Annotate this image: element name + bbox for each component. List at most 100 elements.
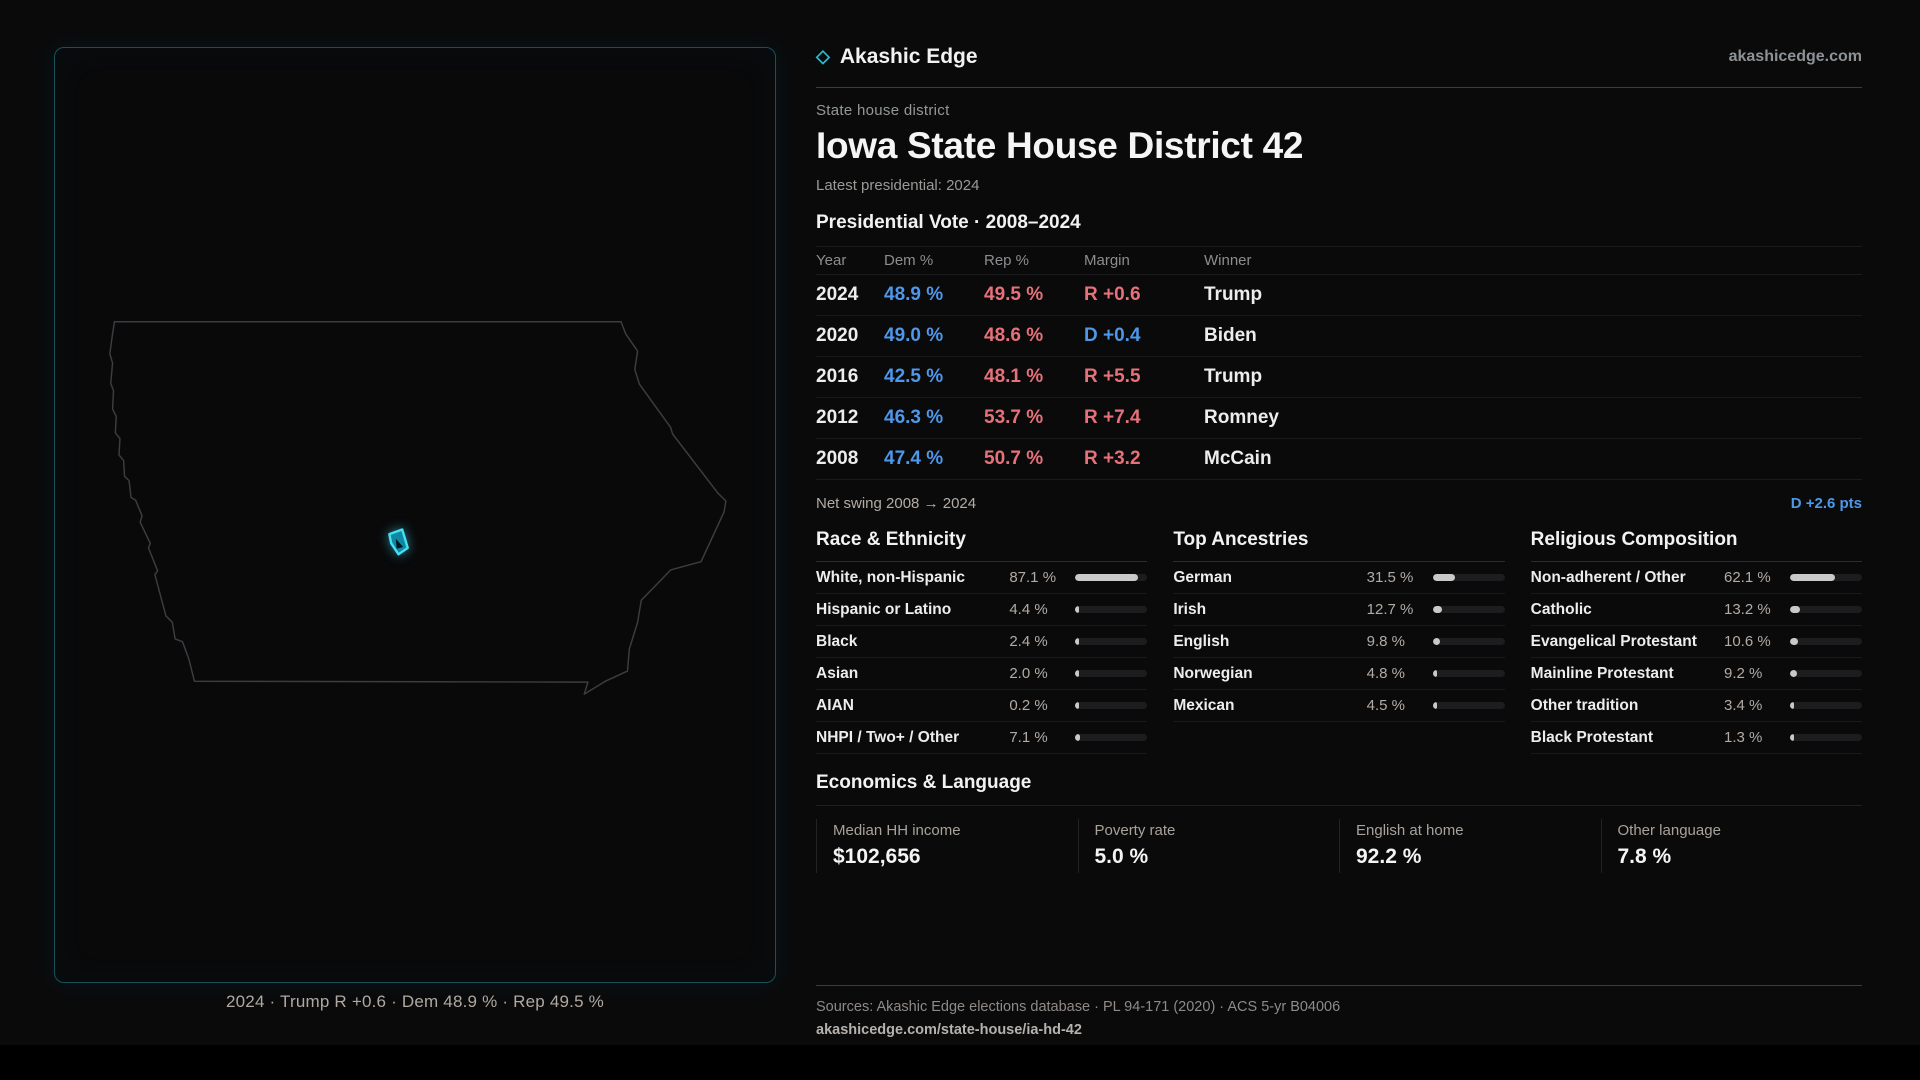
demographic-value: 2.0 % [1009,665,1048,682]
demographic-bar [1075,574,1148,581]
demographic-label: AIAN [816,696,854,714]
demographic-row: Norwegian 4.8 % [1173,658,1505,690]
demographic-bar-fill [1790,702,1794,709]
report-content: ◇ Akashic Edge akashicedge.com State hou… [816,40,1862,1038]
footer-divider [816,985,1862,986]
demographic-row: Mexican 4.5 % [1173,690,1505,722]
demographic-bar-fill [1432,638,1440,645]
stat-value: 7.8 % [1617,845,1672,868]
table-divider [816,246,1862,247]
demographic-label: Evangelical Protestant [1530,632,1697,650]
demographic-bar-fill [1075,670,1080,677]
demographic-bar [1432,638,1505,645]
demographic-bar [1790,734,1862,741]
site-domain: akashicedge.com [1728,48,1862,65]
demographic-row: Other tradition 3.4 % [1530,690,1862,722]
demographic-bar [1790,574,1862,581]
vote-winner: Biden [1204,325,1257,346]
stat-label: Median HH income [833,822,961,839]
vote-year: 2020 [816,325,859,346]
demographic-bar [1432,606,1505,613]
demographic-row: Irish 12.7 % [1173,594,1505,626]
demographic-bar-fill [1432,574,1456,581]
demographic-bar-fill [1432,670,1437,677]
vote-rep-pct: 48.6 % [984,325,1044,346]
vote-rep-pct: 48.1 % [984,366,1044,387]
page-eyebrow: State house district [816,102,950,119]
demographic-row: Black Protestant 1.3 % [1530,722,1862,754]
demographic-bar-fill [1432,702,1437,709]
demographic-value: 4.8 % [1366,665,1406,682]
col-rep: Rep % [984,252,1030,269]
demographic-row: Asian 2.0 % [816,658,1148,690]
demographic-value: 12.7 % [1366,601,1414,618]
header-bar: ◇ Akashic Edge akashicedge.com [816,44,1862,70]
vote-table-body: 2024 48.9 % 49.5 % R +0.6 Trump 2020 49.… [816,274,1862,479]
stat-card: English at home 92.2 % [1339,819,1601,873]
stat-label: Other language [1617,822,1721,839]
brand: ◇ Akashic Edge [816,45,978,69]
demographic-label: Mainline Protestant [1530,664,1674,682]
demographic-panel-title: Religious Composition [1530,529,1738,550]
report-page: 2024 · Trump R +0.6 · Dem 48.9 % · Rep 4… [0,0,1920,1045]
vote-winner: Trump [1204,284,1263,305]
vote-dem-pct: 47.4 % [884,448,944,469]
demographic-label: White, non-Hispanic [816,568,965,586]
demographic-bar-fill [1790,734,1794,741]
iowa-state-outline [109,320,727,695]
brand-name: Akashic Edge [839,45,978,68]
panel-title-underline [1173,561,1505,562]
demographic-bar-fill [1075,702,1080,709]
vote-dem-pct: 48.9 % [884,284,944,305]
demographic-panel-title: Race & Ethnicity [816,529,966,550]
stat-card: Poverty rate 5.0 % [1077,819,1340,873]
vote-table-row: 2024 48.9 % 49.5 % R +0.6 Trump [816,274,1862,315]
demographic-value: 62.1 % [1724,569,1771,586]
net-swing-value: D +2.6 pts [1790,494,1862,512]
presidential-vote-table: Year Dem % Rep % Margin Winner 2024 48.9… [816,246,1862,480]
demographic-row: Evangelical Protestant 10.6 % [1530,626,1862,658]
permalink-text: akashicedge.com/state-house/ia-hd-42 [816,1022,1082,1038]
vote-table-row: 2016 42.5 % 48.1 % R +5.5 Trump [816,356,1862,397]
demographic-label: Black [816,632,858,650]
demographic-bar [1075,670,1148,677]
demographic-rows: White, non-Hispanic 87.1 % Hispanic or L… [816,562,1148,754]
demographic-label: Non-adherent / Other [1530,568,1686,586]
footer: Sources: Akashic Edge elections database… [816,985,1862,1038]
demographic-value: 0.2 % [1009,697,1048,714]
vote-dem-pct: 46.3 % [884,407,944,428]
demographic-bar-fill [1075,734,1081,741]
demographic-row: NHPI / Two+ / Other 7.1 % [816,722,1148,754]
vote-margin: R +7.4 [1084,407,1141,428]
demographic-bar-fill [1790,670,1797,677]
demographic-value: 7.1 % [1009,729,1048,746]
demographic-panel: Religious Composition Non-adherent / Oth… [1530,529,1862,754]
demographic-row: English 9.8 % [1173,626,1505,658]
vote-year: 2008 [816,448,859,469]
demographic-value: 13.2 % [1724,601,1771,618]
demographic-row: German 31.5 % [1173,562,1505,594]
demographic-label: Catholic [1530,600,1592,618]
vote-rep-pct: 50.7 % [984,448,1044,469]
col-margin: Margin [1084,252,1130,269]
vote-margin: R +3.2 [1084,448,1141,469]
economics-title: Economics & Language [816,772,1032,793]
demographic-bar [1790,702,1862,709]
demographic-label: Norwegian [1173,664,1253,682]
demographic-value: 3.4 % [1724,697,1763,714]
vote-dem-pct: 42.5 % [884,366,944,387]
demographic-label: Hispanic or Latino [816,600,952,618]
demographic-bar [1790,606,1862,613]
net-swing-row: Net swing 2008 → 2024 D +2.6 pts [816,493,1862,513]
demographic-bar [1075,606,1148,613]
vote-table-row: 2020 49.0 % 48.6 % D +0.4 Biden [816,315,1862,356]
demographic-row: AIAN 0.2 % [816,690,1148,722]
stat-card: Median HH income $102,656 [816,819,1078,873]
stat-label: Poverty rate [1094,822,1176,839]
stat-value: 92.2 % [1356,845,1422,868]
vote-table-row: 2008 47.4 % 50.7 % R +3.2 McCain [816,438,1862,479]
demographic-label: English [1173,632,1230,650]
vote-winner: McCain [1204,448,1272,469]
iowa-map [109,320,727,695]
demographic-label: Asian [816,664,859,682]
